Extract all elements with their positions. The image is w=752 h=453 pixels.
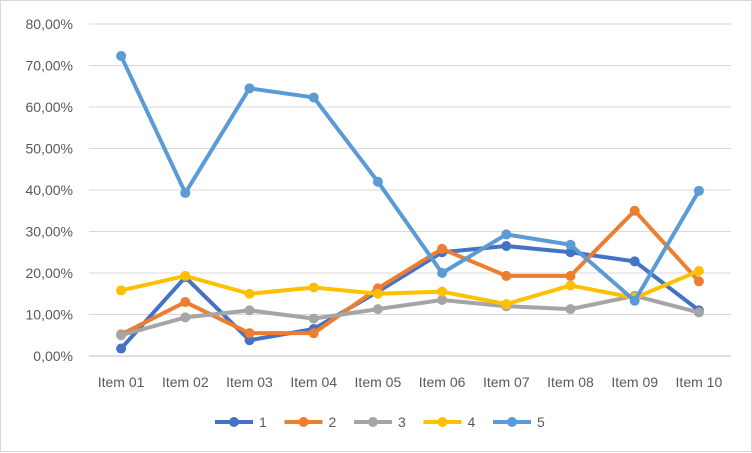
x-tick-label: Item 02 [162,374,209,390]
legend-marker [507,417,517,427]
legend-marker [298,417,309,427]
data-point [693,307,704,318]
data-point [308,313,319,324]
legend-item: 3 [354,414,406,430]
series-line [119,53,701,303]
legend-label: 4 [468,414,476,430]
data-point [629,295,640,306]
series-line [119,293,701,338]
data-point [501,299,512,310]
data-point [308,282,319,293]
y-axis-tick-labels: 0,00% 10,00% 20,00% 30,00% 40,00% 50,00% 60,00… [26,16,73,364]
y-tick-label: 40,00% [26,182,73,198]
data-point [180,312,191,323]
data-point [693,185,704,196]
data-point [565,247,576,258]
x-tick-label: Item 01 [98,374,145,390]
data-point [437,294,448,305]
y-tick-label: 0,00% [33,348,73,364]
data-point [565,239,576,250]
x-tick-label: Item 07 [483,374,530,390]
y-tick-label: 70,00% [26,58,73,74]
y-tick-label: 60,00% [26,99,73,115]
data-point [565,280,576,291]
data-point [693,265,704,276]
data-point [372,304,383,315]
data-point [244,305,255,316]
x-tick-label: Item 04 [290,374,337,390]
x-tick-label: Item 06 [419,374,466,390]
x-tick-label: Item 08 [547,374,594,390]
y-tick-label: 50,00% [26,141,73,157]
data-point [244,335,255,346]
data-point [308,92,319,103]
legend-label: 2 [329,414,337,430]
series-5 [116,50,704,306]
legend-item: 1 [215,414,267,430]
series-1 [116,241,704,354]
data-point [565,304,576,315]
data-point [308,328,319,339]
series-lines [116,50,704,354]
data-point [116,343,127,354]
x-tick-label: Item 05 [355,374,402,390]
data-point [244,328,255,339]
data-point [244,83,255,94]
x-axis-tick-labels: Item 01 Item 02 Item 03 Item 04 Item 05 Item … [98,374,723,390]
legend-label: 5 [537,414,545,430]
x-tick-label: Item 03 [226,374,273,390]
data-point [437,243,448,254]
data-point [372,288,383,299]
data-point [629,256,640,267]
data-point [565,270,576,281]
data-point [180,270,191,281]
data-point [501,241,512,252]
data-point [116,50,127,61]
legend: 1 2 3 4 5 [215,414,545,430]
y-tick-label: 30,00% [26,224,73,240]
legend-label: 1 [259,414,267,430]
legend-label: 3 [398,414,406,430]
series-line [119,208,701,337]
legend-marker [229,417,239,427]
data-point [693,276,704,287]
data-point [629,205,640,216]
data-point [372,176,383,187]
x-tick-label: Item 09 [611,374,658,390]
legend-item: 2 [284,414,337,430]
data-point [244,288,255,299]
data-point [116,285,127,296]
series-line [119,244,701,351]
y-tick-label: 20,00% [26,265,73,281]
legend-item: 4 [423,414,476,430]
data-point [437,286,448,297]
data-point [437,268,448,278]
data-point [116,330,127,341]
legend-marker [368,417,378,427]
data-point [501,229,512,240]
legend-item: 5 [493,414,545,430]
data-point [501,270,512,281]
y-tick-label: 80,00% [26,16,73,32]
series-4 [116,265,704,310]
data-point [180,297,191,308]
y-tick-label: 10,00% [26,307,73,323]
data-point [180,187,191,198]
legend-marker [437,417,448,427]
x-tick-label: Item 10 [676,374,723,390]
series-line [119,268,701,307]
